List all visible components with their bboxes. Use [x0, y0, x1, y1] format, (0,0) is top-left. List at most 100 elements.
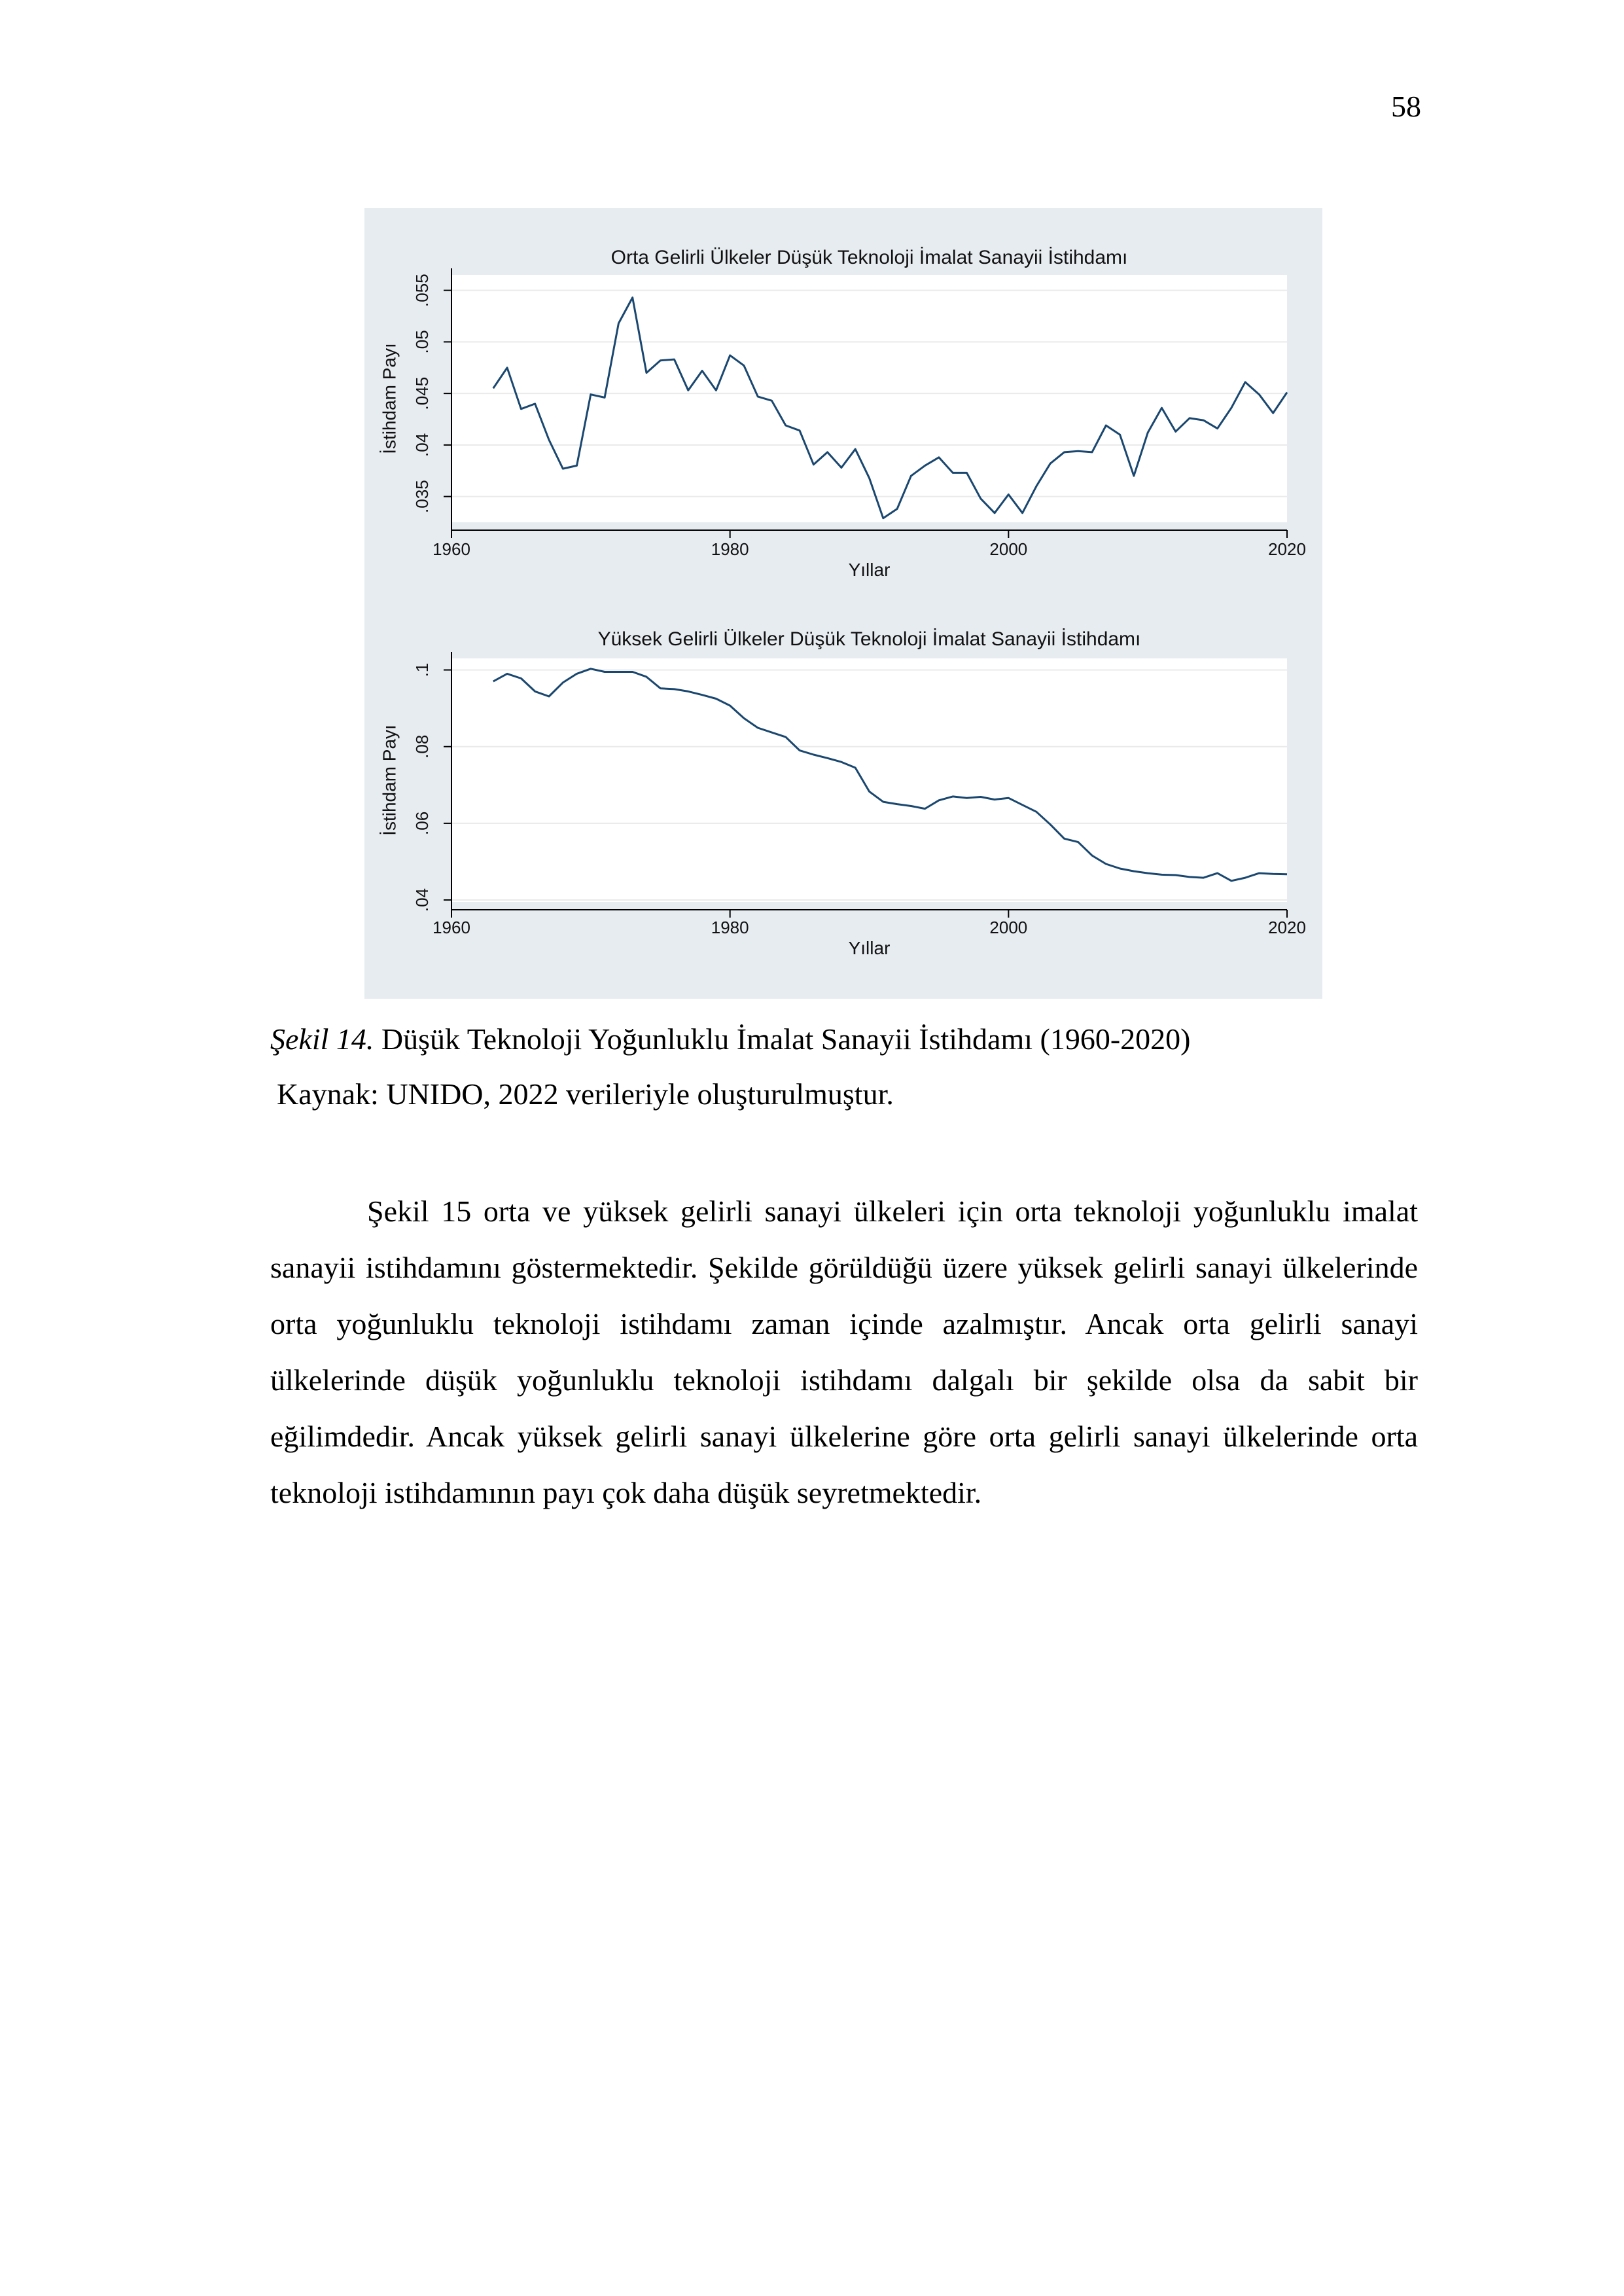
data-point [882, 517, 885, 520]
data-point [520, 677, 522, 679]
data-point [980, 497, 982, 500]
x-tick-label: 2020 [1268, 539, 1306, 559]
data-point [826, 757, 829, 759]
data-point [1133, 475, 1135, 477]
figure-graph-panel: .035 .04 .045 .05 .055 1960 1980 2000 2020 Orta G… [364, 208, 1322, 999]
data-point [882, 800, 885, 803]
data-point [715, 389, 717, 391]
data-point [826, 451, 829, 454]
data-point [1091, 854, 1093, 857]
data-point [659, 687, 662, 690]
data-point [576, 464, 578, 467]
data-point [1063, 451, 1065, 454]
data-point [645, 372, 648, 374]
data-point [840, 761, 843, 763]
figure-caption-label: Şekil 14. [270, 1022, 374, 1056]
data-point [548, 695, 550, 698]
series-line [493, 668, 1288, 882]
data-point [1244, 381, 1246, 384]
data-point [1035, 485, 1038, 488]
data-point [1174, 430, 1177, 433]
data-point [1202, 876, 1205, 879]
figure-caption-text: Düşük Teknoloji Yoğunluklu İmalat Sanayi… [374, 1022, 1191, 1056]
data-point [1104, 424, 1107, 427]
data-point [771, 399, 773, 402]
data-point [1286, 873, 1288, 876]
data-point [1007, 797, 1010, 799]
data-point [1091, 451, 1093, 454]
data-point [1272, 412, 1275, 414]
y-tick-label: .04 [412, 433, 432, 457]
data-point [993, 798, 996, 801]
data-point [1174, 874, 1177, 876]
data-point [506, 672, 508, 675]
x-tick-label: 1980 [711, 539, 749, 559]
x-tick-label: 2000 [989, 539, 1027, 559]
data-point [603, 396, 606, 399]
data-point [1104, 863, 1107, 865]
data-point [896, 803, 898, 806]
figure-caption: Şekil 14. Düşük Teknoloji Yoğunluklu İma… [270, 1021, 1191, 1057]
data-point [1146, 431, 1149, 434]
data-point [729, 354, 732, 357]
y-tick-label: .06 [412, 812, 432, 835]
data-point [868, 476, 871, 479]
data-point [938, 456, 940, 459]
data-point [1021, 512, 1024, 514]
data-point [938, 799, 940, 802]
data-point [617, 322, 620, 325]
data-point [980, 795, 982, 798]
y-axis-label: İstihdam Payı [379, 343, 399, 454]
data-point [909, 475, 912, 477]
data-point [1272, 872, 1275, 875]
data-point [701, 694, 703, 696]
data-point [1258, 872, 1260, 874]
data-point [743, 365, 745, 367]
data-point [743, 717, 745, 719]
series-line [492, 296, 1288, 520]
y-axis-label: İstihdam Payı [379, 725, 399, 836]
data-point [687, 389, 690, 391]
data-point [590, 393, 592, 396]
data-point [1049, 823, 1051, 826]
data-point [771, 731, 773, 734]
y-tick-label: .08 [412, 735, 432, 759]
plot-area [451, 275, 1287, 522]
data-point [1077, 450, 1080, 452]
x-tick-label: 1960 [432, 918, 470, 937]
data-point [965, 797, 968, 799]
data-point [756, 395, 759, 398]
data-point [1160, 406, 1163, 409]
chart-middle-income: .035 .04 .045 .05 .055 1960 1980 2000 2020 Orta G… [379, 247, 1306, 580]
data-point [520, 408, 522, 410]
data-point [715, 698, 717, 700]
x-axis-label: Yıllar [849, 938, 891, 958]
data-point [687, 690, 690, 692]
data-point [1077, 841, 1080, 844]
data-point [812, 463, 815, 466]
data-point [603, 671, 606, 673]
data-point [951, 471, 954, 474]
data-point [1216, 872, 1219, 874]
data-point [798, 429, 801, 432]
y-tick-label: .055 [412, 274, 432, 307]
x-tick-label: 1960 [432, 539, 470, 559]
body-text: Şekil 15 orta ve yüksek gelirli sanayi ü… [270, 1183, 1418, 1521]
data-point [1021, 804, 1024, 806]
body-paragraph: Şekil 15 orta ve yüksek gelirli sanayi ü… [270, 1194, 1418, 1509]
data-point [924, 464, 927, 467]
data-point [1160, 873, 1163, 876]
plot-area [451, 658, 1287, 902]
data-point [659, 359, 662, 362]
y-tick-label: .05 [412, 330, 432, 353]
data-point [896, 508, 898, 511]
data-point [924, 808, 927, 810]
data-point [492, 680, 495, 683]
data-point [534, 690, 537, 692]
data-point [909, 805, 912, 808]
data-point [701, 369, 703, 372]
data-point [1202, 419, 1205, 422]
data-point [617, 671, 620, 673]
data-point [548, 439, 550, 441]
chart-title: Yüksek Gelirli Ülkeler Düşük Teknoloji İ… [598, 628, 1141, 650]
